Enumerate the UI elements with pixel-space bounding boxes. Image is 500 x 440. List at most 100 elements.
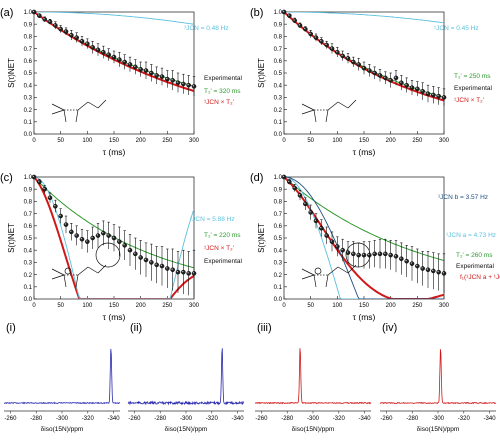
data-point [367, 252, 372, 258]
panel-label: (a) [0, 7, 13, 19]
y-tick-label: 0.9 [24, 187, 33, 193]
x-tick-label: 0 [282, 303, 286, 309]
molecule-drawing [51, 99, 107, 123]
data-point [436, 269, 441, 275]
data-point [351, 251, 356, 257]
data-point [313, 35, 319, 40]
legend-entry: ¹JCN × T₂' [204, 245, 234, 252]
legend-entry: T₂' = 320 ms [204, 88, 241, 95]
data-point [441, 271, 447, 276]
molecule-drawing [301, 242, 371, 288]
panel-d: (d) 0.0 0.1 0.2 0.3 0.4 0.5 0.6 0.7 0.8 0.9 1.0 0 50 1… [250, 172, 500, 322]
spectrum-label: (iii) [257, 322, 272, 334]
x-tick-label: 50 [307, 138, 314, 144]
y-tick-label: 0.2 [24, 273, 33, 279]
x-axis-label: τ (ms) [103, 312, 126, 322]
series-line [34, 12, 194, 25]
data-point [409, 261, 415, 266]
panel-c: (c) 0.0 0.1 0.2 0.3 0.4 0.5 0.6 0.7 0.8 0.9 1.0 0 50 1… [0, 172, 242, 322]
spectrum-tick-label: -280 [30, 416, 43, 422]
data-point [101, 230, 106, 236]
data-point [138, 255, 143, 260]
data-point [361, 65, 367, 71]
y-axis-label: S(τ)NET [7, 223, 16, 253]
y-tick-label: 0.5 [24, 71, 33, 77]
data-point [340, 53, 345, 59]
data-point [335, 244, 340, 249]
data-point [127, 62, 133, 67]
spectrum-tick-label: -300 [307, 416, 320, 422]
x-tick-label: 200 [136, 303, 147, 309]
spectrum-tick-label: -320 [82, 416, 95, 422]
spectrum-tick-label: -320 [333, 416, 346, 422]
x-tick-label: 150 [109, 138, 120, 144]
x-axis-label: τ (ms) [353, 312, 376, 322]
x-axis-label: τ (ms) [353, 147, 376, 157]
data-point [415, 86, 420, 92]
data-point [31, 174, 37, 180]
data-point [377, 251, 383, 257]
coupling-annotation: ¹JCN a = 4.73 Hz [446, 232, 496, 239]
data-point [149, 260, 154, 265]
y-axis-label: S(τ)NET [7, 58, 16, 88]
data-point [313, 218, 319, 224]
spectrum-tick-label: -260 [380, 416, 393, 422]
spectrum-trace [379, 349, 497, 405]
data-point [425, 91, 431, 97]
data-point [292, 18, 297, 23]
data-point [133, 64, 138, 70]
data-point [393, 253, 399, 259]
series-line [34, 177, 194, 299]
data-point [287, 179, 292, 185]
spectrum-tick-label: -280 [281, 416, 294, 422]
data-point [404, 258, 409, 264]
data-point [436, 93, 441, 99]
data-point [361, 252, 367, 258]
data-point [308, 210, 313, 215]
data-point [138, 67, 143, 72]
x-tick-label: 200 [386, 303, 397, 309]
y-tick-label: 0.0 [24, 297, 33, 303]
y-tick-label: 0.3 [274, 96, 283, 102]
data-point [181, 81, 186, 87]
data-point [90, 235, 95, 241]
data-point [356, 252, 361, 258]
data-point [111, 54, 117, 60]
data-point [69, 229, 74, 235]
data-point [85, 239, 90, 244]
data-point [117, 57, 122, 62]
data-point [42, 17, 47, 22]
coupling-annotation-b: ¹JCN b = 3.57 Hz [438, 194, 488, 201]
spectrum-axis-label: δiso(15N)/ppm [41, 426, 84, 433]
legend-entry: ¹JCN × T₂' [204, 99, 234, 106]
data-point [111, 235, 117, 241]
spectrum-tick-label: -280 [406, 416, 419, 422]
series-line [284, 177, 444, 299]
spectrum-tick-label: -320 [458, 416, 471, 422]
data-point [399, 256, 404, 262]
y-tick-label: 0.6 [274, 59, 283, 65]
spectrum-tick-label: -340 [108, 416, 121, 422]
coupling-annotation: ¹JCN = 0.45 Hz [434, 25, 479, 32]
x-tick-label: 0 [32, 303, 36, 309]
x-tick-label: 250 [162, 138, 173, 144]
series-line [284, 12, 444, 24]
y-tick-label: 0.0 [274, 297, 283, 303]
y-tick-label: 0.4 [24, 248, 33, 254]
data-point [74, 35, 79, 40]
x-tick-label: 0 [32, 138, 36, 144]
data-point [117, 239, 122, 244]
y-tick-label: 0.9 [274, 187, 283, 193]
spectrum-tick-label: -340 [232, 416, 245, 422]
data-point [79, 236, 85, 242]
data-point [181, 269, 186, 275]
y-tick-label: 0.8 [274, 35, 283, 41]
y-tick-label: 0.2 [24, 108, 33, 114]
y-tick-label: 1.0 [274, 175, 283, 181]
spectrum-tick-label: -340 [359, 416, 372, 422]
legend-entry: T₂' = 250 ms [454, 73, 491, 80]
data-point [420, 89, 425, 94]
data-point [106, 52, 111, 58]
data-point [186, 82, 191, 88]
